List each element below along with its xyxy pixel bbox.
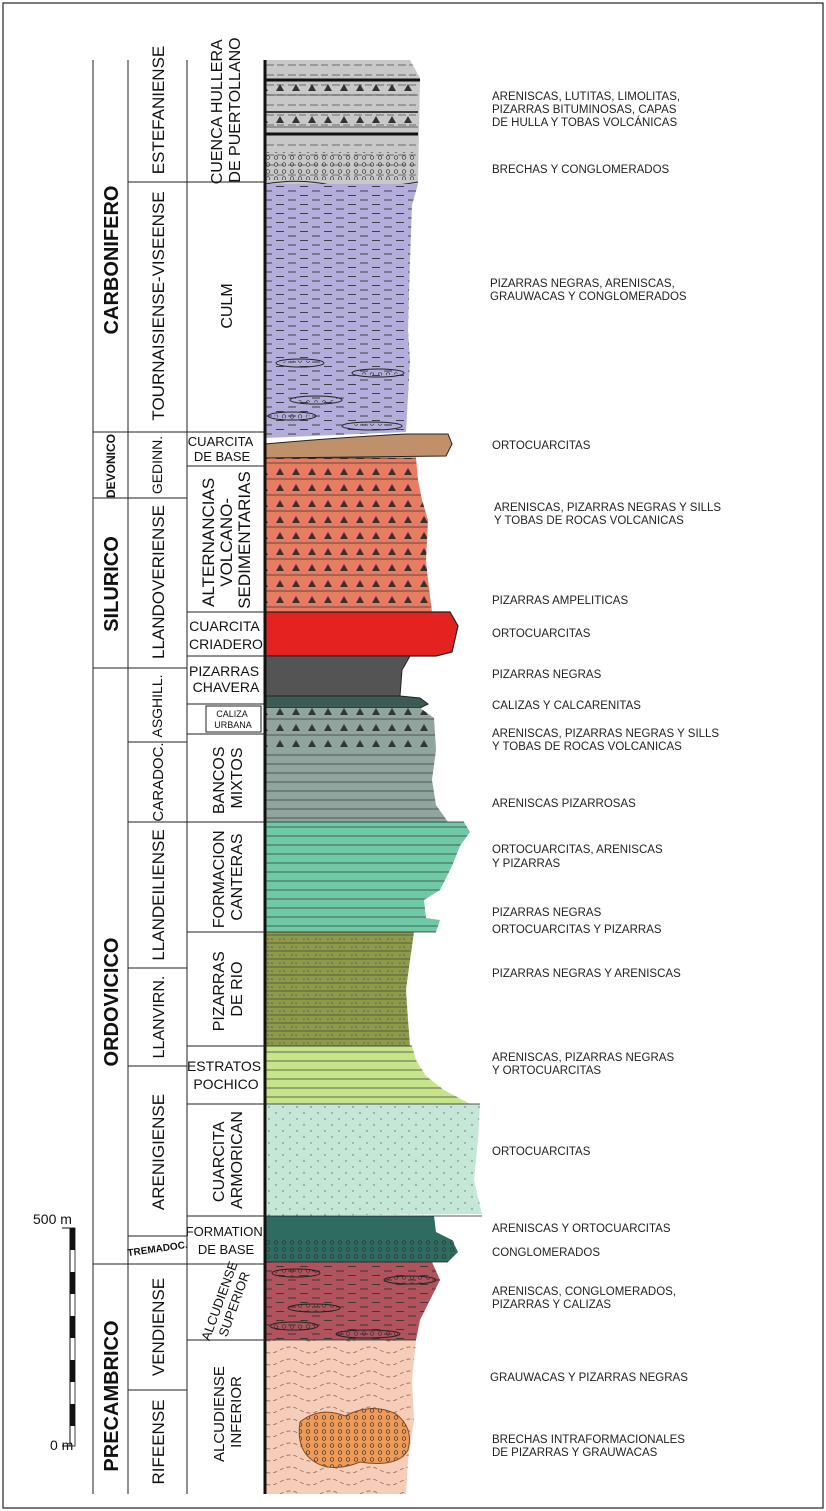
layer-alcudiense-inferior xyxy=(265,1340,416,1494)
period-precambrico: PRECAMBRICO xyxy=(101,1320,123,1471)
stage-estefaniense: ESTEFANIENSE xyxy=(149,46,168,174)
desc-17: ORTOCUARCITAS xyxy=(492,1146,591,1158)
layer-formation-base xyxy=(265,1216,458,1262)
desc-8: PIZARRAS NEGRAS xyxy=(492,669,602,681)
label-boxes xyxy=(92,60,265,1494)
unit-alcudiense-inf: ALCUDIENSE INFERIOR xyxy=(211,1362,245,1462)
desc-21: GRAUWACAS Y PIZARRAS NEGRAS xyxy=(490,1372,688,1384)
desc-5: ARENISCAS, PIZARRAS NEGRAS Y SILLS Y TOBA… xyxy=(494,502,721,527)
desc-6: PIZARRAS AMPELITICAS xyxy=(492,595,628,607)
unit-puertollano: CUENCA HULLERA DE PUERTOLLANO xyxy=(209,36,244,185)
desc-3: PIZARRAS NEGRAS, ARENISCAS, GRAUWACAS Y C… xyxy=(490,278,687,303)
period-ordovicico: ORDOVICICO xyxy=(101,938,123,1067)
period-carbonifero: CARBONIFERO xyxy=(101,186,123,335)
layer-cuarcita-base xyxy=(264,433,453,459)
layer-alternancias xyxy=(265,458,432,612)
unit-canteras: FORMACION CANTERAS xyxy=(211,826,246,928)
lithology-descriptions: ARENISCAS, LUTITAS, LIMOLITAS, PIZARRAS B… xyxy=(490,91,721,1459)
unit-formation-base: FORMATION DE BASE xyxy=(186,1224,267,1257)
unit-cuarcita-base: CUARCITA DE BASE xyxy=(188,434,256,464)
desc-9: CALIZAS Y CALCARENITAS xyxy=(492,700,641,712)
stage-llanvirn: LLANVIRN. xyxy=(151,976,168,1059)
unit-armorican: CUARCITA ARMORICAN xyxy=(211,1111,246,1209)
desc-20: ARENISCAS, CONGLOMERADOS, PIZARRAS Y CALI… xyxy=(492,1286,676,1311)
period-labels: CARBONIFERO DEVONICO SILURICO ORDOVICICO… xyxy=(101,186,123,1472)
stage-caradoc: CARADOC. xyxy=(150,742,167,821)
stage-gedinn: GEDINN. xyxy=(149,436,165,494)
scale-label-bottom: 0 m xyxy=(50,1437,73,1453)
layer-bancos-mixtos xyxy=(265,708,448,822)
unit-criadero: CUARCITA CRIADERO xyxy=(189,618,263,652)
unit-pizarras-rio: PIZARRAS DE RIO xyxy=(211,947,246,1031)
desc-22: BRECHAS INTRAFORMACIONALES DE PIZARRAS Y … xyxy=(492,1434,685,1459)
stage-arenigiense: ARENIGIENSE xyxy=(149,1094,168,1210)
layer-armorican xyxy=(265,1104,482,1216)
desc-7: ORTOCUARCITAS xyxy=(492,628,591,640)
layer-culm xyxy=(265,184,418,438)
desc-1: ARENISCAS, LUTITAS, LIMOLITAS, PIZARRAS B… xyxy=(492,91,680,129)
desc-16: ARENISCAS, PIZARRAS NEGRAS Y ORTOCUARCITA… xyxy=(492,1052,674,1077)
desc-13: PIZARRAS NEGRAS xyxy=(492,907,602,919)
desc-10: ARENISCAS, PIZARRAS NEGRAS Y SILLS Y TOBA… xyxy=(492,728,719,753)
desc-14: ORTOCUARCITAS Y PIZARRAS xyxy=(492,924,662,936)
period-devonico: DEVONICO xyxy=(104,434,118,498)
desc-2: BRECHAS Y CONGLOMERADOS xyxy=(492,164,670,176)
layer-criadero xyxy=(264,611,459,657)
stage-asghill: ASGHILL. xyxy=(149,674,165,737)
layer-cuenca-hullera xyxy=(264,60,420,189)
scale-label-top: 500 m xyxy=(33,1211,72,1227)
desc-15: PIZARRAS NEGRAS Y ARENISCAS xyxy=(492,968,681,980)
desc-18: ARENISCAS Y ORTOCUARCITAS xyxy=(492,1223,671,1235)
unit-alternancias: ALTERNANCIAS VOLCANO- SEDIMENTARIAS xyxy=(199,471,254,609)
stage-labels: ESTEFANIENSE TOURNAISIENSE-VISEENSE GEDI… xyxy=(127,46,189,1485)
unit-chavera: PIZARRAS CHAVERA xyxy=(189,663,263,695)
layer-pochico xyxy=(265,1046,470,1104)
unit-bancos-mixtos: BANCOS MIXTOS xyxy=(211,742,246,814)
layer-alcudiense-superior xyxy=(265,1262,440,1340)
stage-rifeense: RIFEENSE xyxy=(149,1399,168,1484)
stage-llandoveriense: LLANDOVERIENSE xyxy=(149,505,168,659)
layer-chavera xyxy=(264,655,411,697)
layer-caliza-urbana xyxy=(264,695,429,709)
stage-vendiense: VENDIENSE xyxy=(149,1278,168,1376)
lithology-column xyxy=(263,60,482,1494)
desc-19: CONGLOMERADOS xyxy=(492,1247,600,1259)
desc-4: ORTOCUARCITAS xyxy=(492,440,591,452)
stage-tournaisiense: TOURNAISIENSE-VISEENSE xyxy=(149,191,168,420)
unit-caliza-urbana: CALIZA URBANA xyxy=(214,709,252,730)
scale-bar: 500 m 0 m xyxy=(33,1211,76,1453)
layer-canteras xyxy=(265,822,470,932)
layer-pizarras-rio xyxy=(265,932,414,1046)
desc-11: ARENISCAS PIZARROSAS xyxy=(492,798,636,810)
unit-culm: CULM xyxy=(219,283,236,328)
desc-12: ORTOCUARCITAS, ARENISCAS Y PIZARRAS xyxy=(492,844,663,870)
unit-pochico: ESTRATOS POCHICO xyxy=(187,1058,265,1092)
stage-llandeiliense: LLANDEILIENSE xyxy=(149,829,168,960)
period-silurico: SILURICO xyxy=(101,536,123,632)
